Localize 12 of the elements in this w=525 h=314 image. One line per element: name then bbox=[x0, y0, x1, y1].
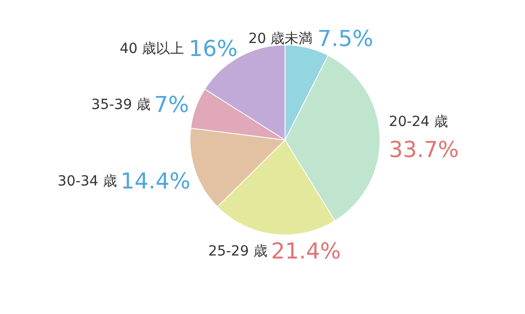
slice-label: 25-29 歳 bbox=[208, 243, 268, 260]
slice-label: 20-24 歳 bbox=[388, 114, 448, 130]
slice-label: 40 歳以上 bbox=[120, 40, 184, 57]
data-label: 7.5% bbox=[317, 26, 374, 52]
data-label: 33.7% bbox=[388, 138, 459, 163]
data-label: 16% bbox=[188, 36, 238, 62]
data-label: 21.4% bbox=[271, 239, 341, 264]
slice-label: 35-39 歳 bbox=[91, 96, 150, 113]
data-label: 14.4% bbox=[120, 169, 190, 194]
slice-label: 30-34 歳 bbox=[58, 173, 117, 190]
data-label: 7% bbox=[154, 92, 190, 118]
slice-label: 20 歳未満 bbox=[248, 30, 313, 47]
